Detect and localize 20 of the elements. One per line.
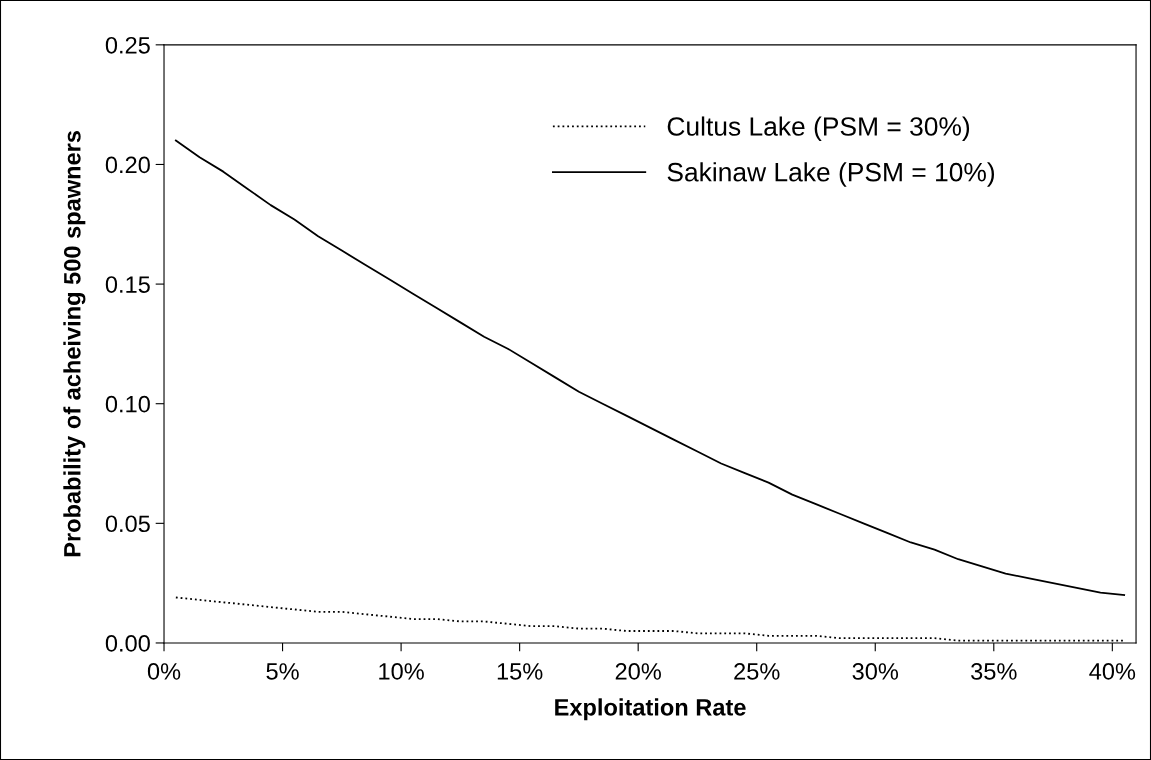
x-tick-label: 40% (1089, 663, 1136, 680)
y-tick-label: 0.25 (105, 36, 150, 54)
y-axis-title: Probability of acheiving 500 spawners (63, 130, 86, 557)
x-tick-label: 10% (379, 663, 424, 680)
x-tick-label: 0% (147, 663, 181, 680)
x-tick-label: 15% (497, 663, 543, 680)
x-tick-label: 35% (971, 663, 1017, 680)
y-tick-label: 0.15 (105, 276, 150, 293)
x-tick-label: 20% (615, 663, 661, 680)
x-tick-label: 5% (266, 663, 299, 680)
y-tick-label: 0.05 (105, 515, 150, 533)
y-tick-label: 0.10 (105, 395, 150, 413)
legend-label: Sakinaw Lake (PSM = 10%) (667, 162, 995, 187)
x-tick-label: 25% (734, 663, 780, 680)
y-tick-label: 0.00 (105, 635, 150, 652)
legend-label: Cultus Lake (PSM = 30%) (667, 116, 970, 142)
y-tick-label: 0.20 (105, 156, 150, 174)
line-series (174, 139, 1126, 597)
x-tick-label: 30% (852, 663, 899, 680)
x-axis-title: Exploitation Rate (555, 698, 746, 721)
